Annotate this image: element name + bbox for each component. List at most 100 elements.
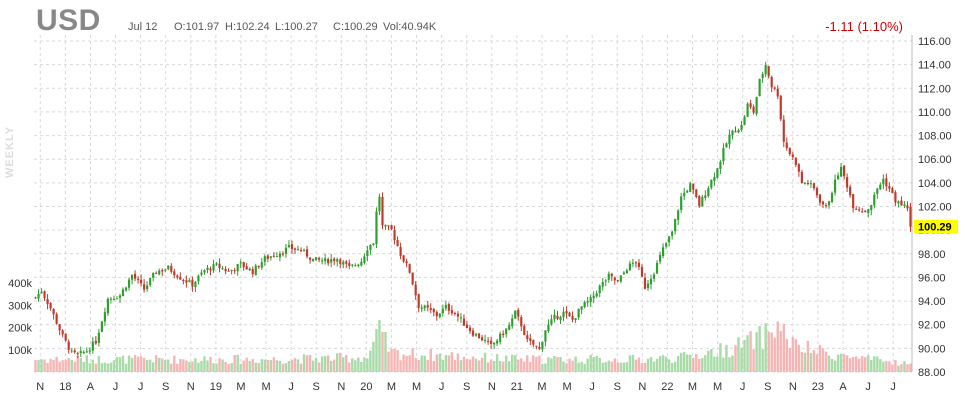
chart-grid bbox=[34, 35, 912, 373]
time-tick-label: S bbox=[463, 381, 470, 393]
volume-bar bbox=[625, 362, 629, 372]
volume-bar bbox=[589, 354, 592, 372]
volume-bar bbox=[164, 360, 167, 372]
volume-bar bbox=[158, 357, 161, 372]
volume-bar bbox=[520, 358, 523, 372]
candle-body bbox=[173, 271, 176, 276]
volume-bar bbox=[477, 360, 481, 372]
candle-body bbox=[423, 305, 426, 309]
candle-body bbox=[399, 246, 402, 256]
volume-bar bbox=[82, 361, 85, 372]
candle-body bbox=[707, 188, 710, 197]
candle-body bbox=[206, 267, 209, 270]
volume-bar bbox=[167, 359, 170, 372]
volume-bar bbox=[52, 359, 55, 372]
volume-bar bbox=[800, 351, 804, 372]
candle-body bbox=[867, 209, 870, 214]
volume-bar bbox=[357, 357, 360, 372]
candle-body bbox=[170, 265, 173, 272]
volume-bar bbox=[535, 356, 538, 372]
volume-bar bbox=[471, 356, 475, 372]
volume-bar bbox=[308, 354, 312, 372]
candle-body bbox=[864, 210, 867, 213]
candle-body bbox=[649, 278, 653, 285]
bar-date: Jul 12 bbox=[128, 21, 158, 33]
volume-bar bbox=[100, 363, 104, 372]
price-tick-label: 90.00 bbox=[918, 343, 946, 355]
candle-body bbox=[764, 65, 767, 75]
volume-bar bbox=[76, 355, 79, 372]
candle-body bbox=[858, 209, 861, 211]
volume-bar bbox=[851, 357, 855, 372]
volume-bar bbox=[598, 357, 601, 372]
candle-body bbox=[88, 350, 91, 352]
candle-body bbox=[351, 264, 354, 266]
volume-bar bbox=[824, 351, 828, 372]
volume-bar bbox=[619, 362, 623, 372]
volume-bar bbox=[698, 358, 701, 372]
candle-body bbox=[538, 346, 541, 349]
volume-bar bbox=[682, 352, 686, 372]
candle-body bbox=[520, 317, 523, 327]
candle-body bbox=[876, 188, 879, 194]
candle-body bbox=[299, 250, 303, 252]
volume-bar bbox=[154, 355, 158, 372]
volume-bar bbox=[91, 359, 95, 372]
candlesticks bbox=[34, 61, 912, 359]
volume-bar bbox=[339, 352, 342, 372]
candle-body bbox=[260, 262, 263, 268]
candle-body bbox=[115, 298, 119, 300]
candle-body bbox=[191, 279, 194, 287]
candle-body bbox=[405, 261, 408, 264]
volume-bar bbox=[278, 360, 282, 372]
volume-bar bbox=[550, 358, 553, 372]
candle-body bbox=[324, 258, 327, 262]
volume-bar bbox=[538, 355, 541, 372]
volume-bar bbox=[511, 354, 514, 372]
candle-body bbox=[601, 281, 604, 287]
volume-bar bbox=[664, 356, 668, 372]
volume-bar bbox=[151, 362, 155, 372]
volume-bar bbox=[296, 359, 300, 372]
candle-body bbox=[701, 196, 704, 207]
price-tick-label: 96.00 bbox=[918, 272, 946, 284]
candle-body bbox=[480, 337, 484, 341]
volume-bar bbox=[695, 354, 698, 372]
candle-body bbox=[677, 210, 680, 220]
candle-body bbox=[269, 256, 272, 258]
time-tick-label: J bbox=[740, 381, 746, 393]
candle-body bbox=[553, 314, 556, 320]
candle-body bbox=[46, 298, 49, 305]
volume-bar bbox=[891, 364, 894, 372]
time-tick-label: 23 bbox=[812, 381, 824, 393]
candle-body bbox=[185, 280, 188, 283]
volume-bar bbox=[568, 358, 571, 372]
volume-bar bbox=[106, 363, 110, 372]
candle-body bbox=[508, 325, 511, 330]
candle-body bbox=[61, 330, 64, 335]
volume-bar bbox=[130, 357, 134, 372]
candle-body bbox=[396, 240, 399, 247]
volume-bar bbox=[628, 355, 632, 372]
volume-bar bbox=[501, 361, 505, 372]
candle-body bbox=[293, 248, 297, 250]
volume-bar bbox=[854, 356, 858, 372]
candle-body bbox=[523, 325, 526, 336]
candle-body bbox=[263, 256, 266, 262]
volume-bar bbox=[450, 352, 454, 372]
volume-bar bbox=[233, 355, 236, 372]
volume-bar bbox=[601, 362, 604, 372]
volume-bar bbox=[326, 355, 330, 372]
candle-body bbox=[740, 124, 743, 131]
volume-bar bbox=[369, 350, 372, 372]
volume-bar bbox=[719, 343, 722, 372]
volume-tick-label: 400k bbox=[8, 278, 32, 290]
candle-body bbox=[493, 342, 496, 345]
candle-body bbox=[722, 148, 725, 162]
volume-bar bbox=[194, 358, 197, 372]
volume-bar bbox=[740, 347, 743, 372]
volume-bar bbox=[314, 357, 318, 372]
volume-bar bbox=[794, 339, 798, 372]
candle-body bbox=[797, 164, 800, 172]
